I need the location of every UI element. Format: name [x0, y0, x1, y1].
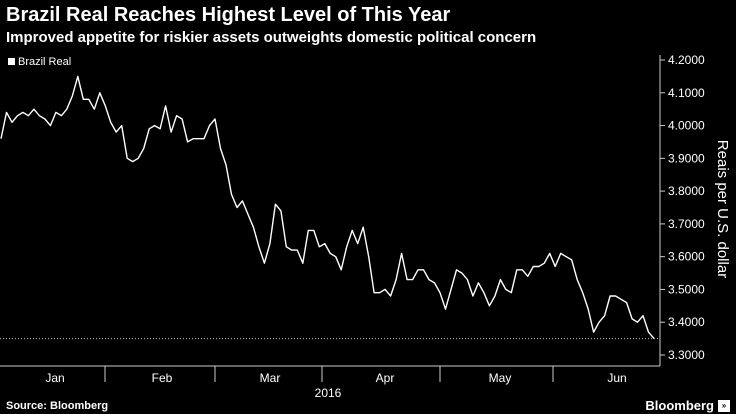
legend-label: Brazil Real — [18, 56, 71, 68]
y-tick-label: 3.3000 — [668, 348, 705, 362]
x-tick-label: Feb — [152, 371, 173, 385]
brand-name: Bloomberg — [645, 398, 714, 413]
legend-swatch — [8, 58, 15, 65]
brand-badge-icon: » — [718, 399, 730, 412]
y-tick-label: 4.1000 — [668, 86, 705, 100]
y-axis-label: Reais per U.S. dollar — [714, 140, 731, 278]
x-tick-label: May — [489, 371, 512, 385]
x-tick-label: Mar — [260, 371, 281, 385]
legend: Brazil Real — [8, 56, 71, 68]
x-tick-label: Apr — [376, 371, 395, 385]
chart-subtitle: Improved appetite for riskier assets out… — [6, 29, 537, 46]
source-note: Source: Bloomberg — [6, 400, 109, 412]
y-tick-label: 4.2000 — [668, 53, 705, 67]
y-tick-label: 4.0000 — [668, 119, 705, 133]
chart-title: Brazil Real Reaches Highest Level of Thi… — [6, 4, 451, 26]
y-tick-label: 3.9000 — [668, 151, 705, 165]
y-tick-label: 3.6000 — [668, 250, 705, 264]
y-tick-label: 3.7000 — [668, 217, 705, 231]
x-tick-label: Jan — [45, 371, 64, 385]
x-axis-label: 2016 — [315, 386, 342, 400]
series-line-brazil-real — [0, 75, 655, 340]
bloomberg-logo: Bloomberg » — [645, 398, 730, 413]
x-tick-label: Jun — [607, 371, 626, 385]
y-tick-label: 3.8000 — [668, 184, 705, 198]
y-tick-label: 3.4000 — [668, 315, 705, 329]
y-tick-label: 3.5000 — [668, 282, 705, 296]
